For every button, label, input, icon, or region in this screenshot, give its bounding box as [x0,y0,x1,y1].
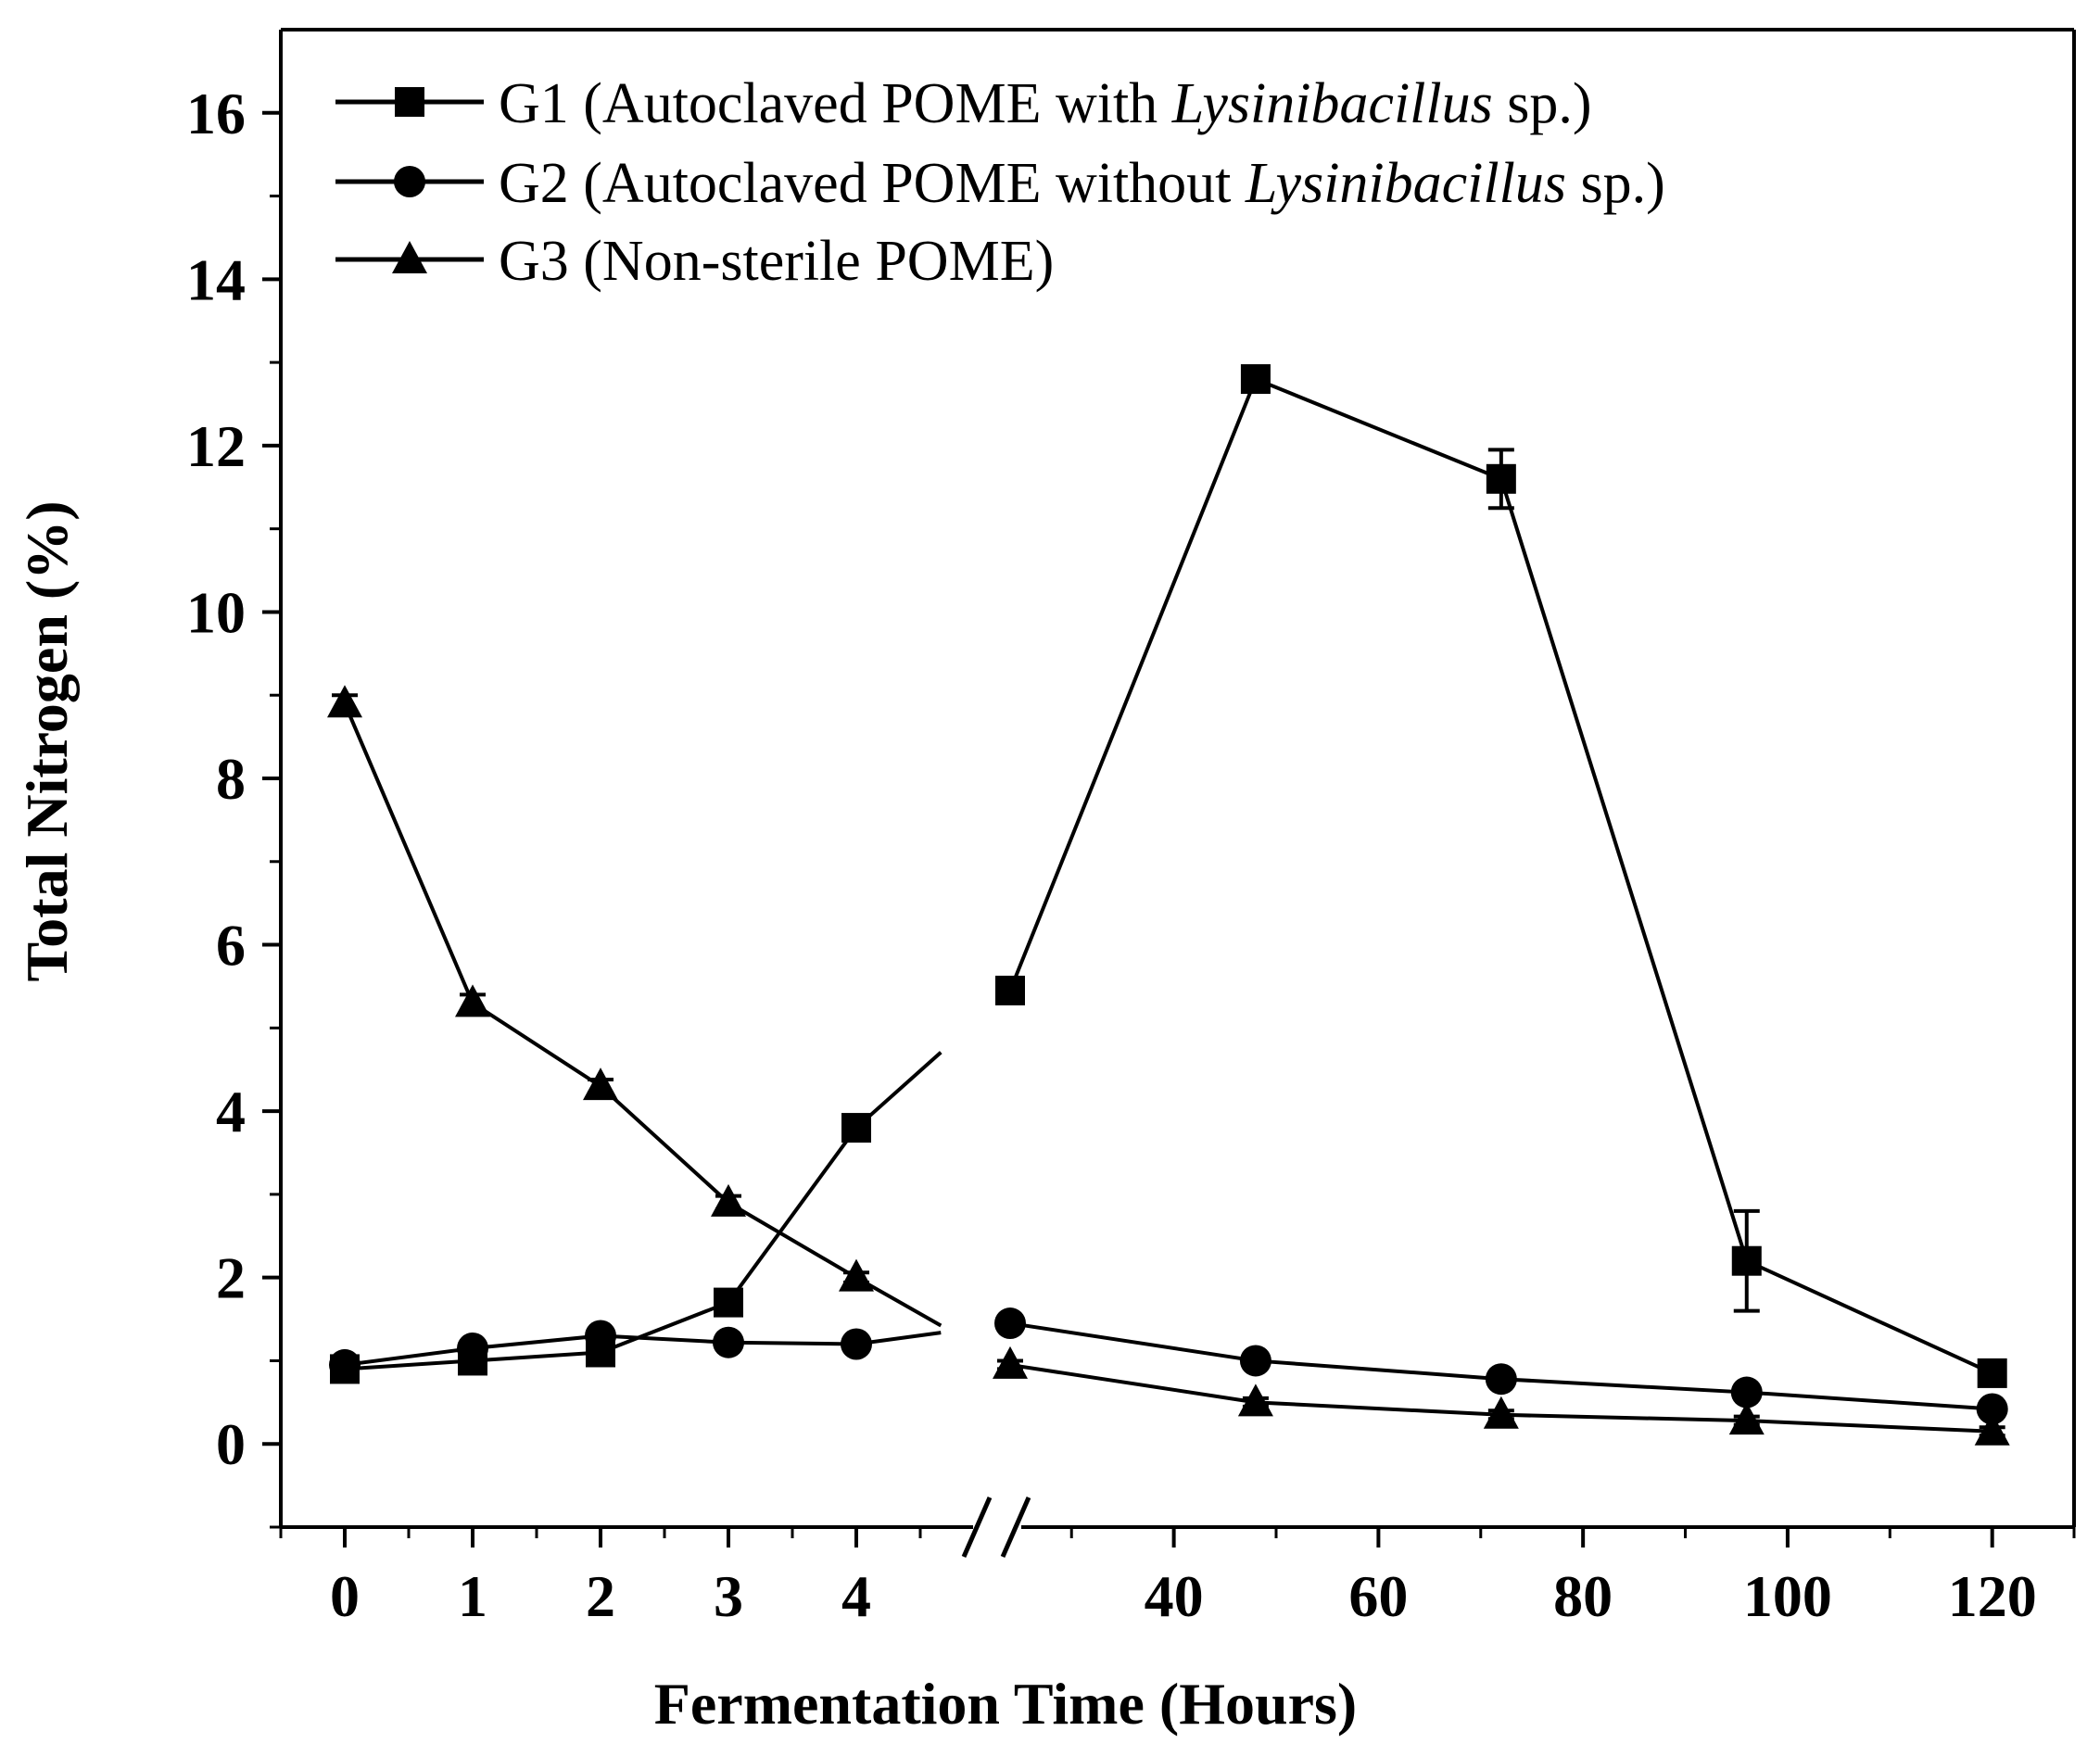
data-point-circle [713,1326,744,1358]
legend-entry: G3 (Non-sterile POME) [335,230,1054,293]
data-point-square [1731,1245,1762,1276]
series-line [1008,376,1993,1375]
legend-label-part: Lysinibacillus [1171,72,1493,135]
series-1 [330,364,2007,1388]
data-point-circle [329,1348,361,1381]
data-point-circle [394,166,425,197]
data-point-circle [1976,1393,2008,1425]
y-tick-label: 16 [186,81,246,146]
legend-label: G3 (Non-sterile POME) [499,230,1054,293]
data-point-triangle [583,1067,618,1101]
x-tick-label: 3 [714,1563,743,1629]
y-tick-label: 12 [186,413,246,479]
x-tick-label: 100 [1743,1563,1832,1629]
x-tick-label: 60 [1348,1563,1408,1629]
y-tick-label: 14 [186,246,246,312]
data-point-circle [1239,1345,1271,1377]
legend-label-part: G1 (Autoclaved POME with [499,72,1172,135]
series-3 [327,685,2010,1446]
x-tick-label: 120 [1948,1563,2037,1629]
y-tick-label: 2 [216,1245,246,1311]
data-point-circle [457,1332,488,1364]
data-point-circle [994,1308,1026,1340]
series-2 [329,1308,2008,1425]
x-axis-title: Fermentation Time (Hours) [654,1671,1357,1737]
legend: G1 (Autoclaved POME with Lysinibacillus … [335,72,1665,293]
y-tick-label: 0 [216,1411,246,1477]
data-point-square [841,1113,871,1143]
data-point-square [1977,1358,2007,1388]
data-point-triangle [392,241,427,273]
x-tick-label: 4 [841,1563,871,1629]
y-tick-label: 8 [216,746,246,812]
data-point-square [714,1287,743,1318]
series-line [344,1051,942,1371]
data-point-circle [585,1320,616,1352]
series-line [343,702,942,1328]
data-point-square [1486,463,1516,494]
series-layer [327,364,2010,1446]
y-axis-title: Total Nitrogen (%) [14,500,80,981]
x-tick-label: 1 [458,1563,487,1629]
legend-entry: G1 (Autoclaved POME with Lysinibacillus … [335,72,1592,135]
x-tick-label: 0 [330,1563,360,1629]
y-tick-label: 4 [216,1079,246,1144]
data-point-triangle [1237,1383,1273,1417]
x-tick-label: 2 [586,1563,615,1629]
data-point-square [395,87,424,117]
data-point-triangle [839,1258,874,1292]
data-point-circle [1485,1363,1517,1396]
x-tick-label: 40 [1145,1563,1204,1629]
data-point-triangle [993,1345,1028,1379]
legend-label: G1 (Autoclaved POME with Lysinibacillus … [499,72,1592,135]
y-tick-label: 6 [216,913,246,979]
x-tick-label: 80 [1553,1563,1613,1629]
legend-entry: G2 (Autoclaved POME without Lysinibacill… [335,152,1665,215]
data-point-triangle [455,984,490,1017]
data-point-triangle [1483,1396,1519,1429]
axis-break-mark [1000,1496,1031,1559]
data-point-circle [841,1328,872,1360]
legend-label-part: sp.) [1566,152,1665,215]
data-point-square [1240,364,1271,395]
data-point-triangle [327,685,362,718]
data-point-circle [1730,1376,1763,1409]
legend-label-part: G3 (Non-sterile POME) [499,230,1054,293]
legend-label: G2 (Autoclaved POME without Lysinibacill… [499,152,1665,215]
legend-label-part: Lysinibacillus [1245,152,1566,215]
data-point-triangle [1728,1402,1765,1435]
data-point-square [995,975,1025,1005]
axis-break-mark [961,1496,993,1559]
data-point-triangle [1974,1412,2010,1446]
y-tick-label: 10 [186,579,246,645]
data-point-triangle [711,1183,746,1217]
legend-label-part: sp.) [1493,72,1592,135]
legend-label-part: G2 (Autoclaved POME without [499,152,1246,215]
